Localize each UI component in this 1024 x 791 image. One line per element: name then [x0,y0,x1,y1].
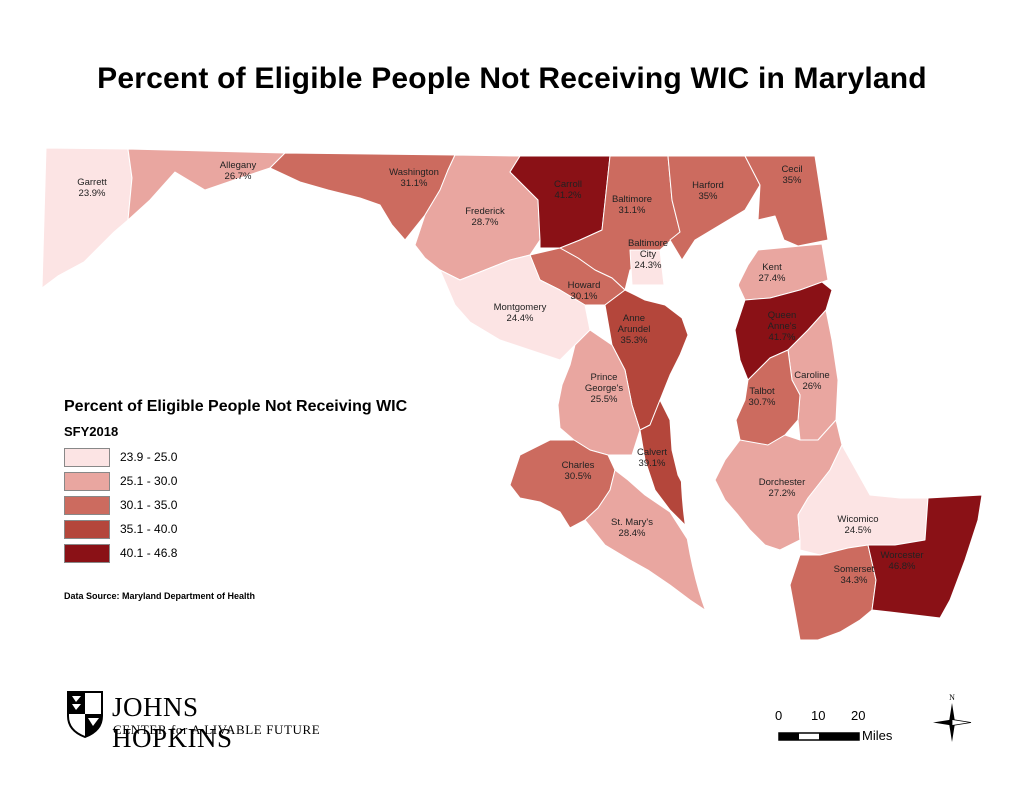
county-label-wicomico: Wicomico 24.5% [837,514,878,536]
county-label-prince-george-s: Prince George's 25.5% [585,372,624,405]
legend-swatch [64,447,110,467]
scale-unit: Miles [862,728,893,743]
legend-range: 23.9 - 25.0 [120,450,178,464]
legend-swatch [64,495,110,515]
legend-item: 30.1 - 35.0 [64,493,407,517]
legend-item: 23.9 - 25.0 [64,445,407,469]
county-label-frederick: Frederick 28.7% [465,206,505,228]
scale-tick: 20 [851,708,866,723]
county-label-kent: Kent 27.4% [759,262,786,284]
legend-range: 30.1 - 35.0 [120,498,178,512]
county-label-dorchester: Dorchester 27.2% [759,477,805,499]
legend-swatch [64,519,110,539]
legend-range: 25.1 - 30.0 [120,474,178,488]
county-label-calvert: Calvert 39.1% [637,447,667,469]
scale-tick: 10 [811,708,826,723]
county-label-cecil: Cecil 35% [781,164,802,186]
logo-name: JOHNS HOPKINS [112,692,233,753]
map-title: Percent of Eligible People Not Receiving… [97,62,927,95]
county-label-allegany: Allegany 26.7% [220,160,257,182]
county-label-anne-arundel: Anne Arundel 35.3% [618,313,651,346]
county-garrett [41,147,133,289]
legend-title: Percent of Eligible People Not Receiving… [64,398,408,415]
compass-north-label: N [949,693,955,702]
county-label-carroll: Carroll 41.2% [554,179,582,201]
county-label-washington: Washington 31.1% [389,167,439,189]
county-label-caroline: Caroline 26% [794,370,829,392]
county-cecil [744,155,829,247]
county-label-charles: Charles 30.5% [562,460,595,482]
legend-item: 25.1 - 30.0 [64,469,407,493]
county-label-baltimore: Baltimore 31.1% [612,194,652,216]
county-somerset [789,544,877,641]
county-label-talbot: Talbot 30.7% [749,386,776,408]
scale-bar: 0 10 20 Miles [775,708,918,748]
county-allegany [127,148,286,221]
legend-item: 40.1 - 46.8 [64,541,407,565]
legend-item: 35.1 - 40.0 [64,517,407,541]
legend-range: 35.1 - 40.0 [120,522,178,536]
chesapeake-bay [680,261,743,613]
legend-subtitle: SFY2018 [64,424,119,439]
legend-swatch [64,543,110,563]
legend-swatch [64,471,110,491]
scale-tick: 0 [775,708,783,723]
county-label-montgomery: Montgomery 24.4% [494,302,547,324]
county-montgomery [439,254,591,361]
scale-bar-graphic [778,732,860,741]
johns-hopkins-logo: JOHNS HOPKINS CENTER for A LIVABLE FUTUR… [66,690,326,753]
logo-subtitle: CENTER for A LIVABLE FUTURE [113,722,321,737]
north-arrow-icon: N [933,693,972,742]
county-label-st-mary-s: St. Mary's 28.4% [611,517,653,539]
legend: Percent of Eligible People Not Receiving… [64,398,407,565]
county-label-garrett: Garrett 23.9% [77,177,107,199]
county-label-harford: Harford 35% [692,180,724,202]
county-label-queen-anne-s: Queen Anne's 41.7% [768,310,797,343]
county-label-howard: Howard 30.1% [568,280,601,302]
county-label-baltimore-city: Baltimore City 24.3% [628,238,668,271]
county-baltimore-city [629,249,665,286]
county-label-somerset: Somerset 34.3% [834,564,875,586]
data-source: Data Source: Maryland Department of Heal… [64,591,256,601]
county-worcester [867,494,983,619]
legend-range: 40.1 - 46.8 [120,546,178,560]
county-harford [667,155,761,261]
county-label-worcester: Worcester 46.8% [880,550,923,572]
shield-icon [67,691,103,738]
